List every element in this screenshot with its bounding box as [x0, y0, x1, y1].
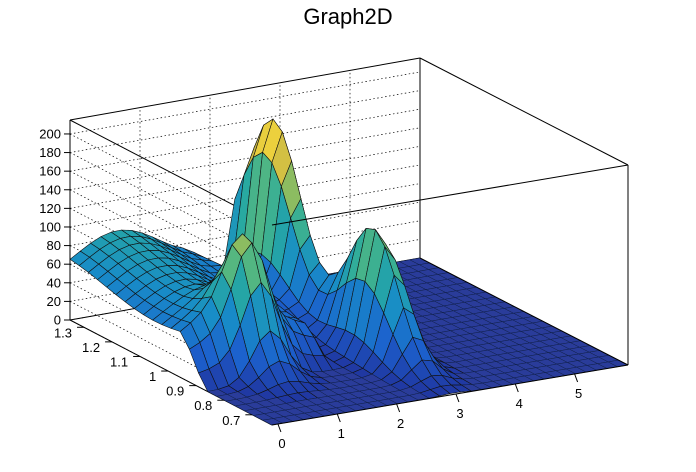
y-tick-label: 1 [149, 369, 156, 384]
z-tick-label: 20 [47, 294, 61, 309]
y-tick-label: 0.7 [222, 413, 240, 428]
axis-ticks: 0 20 40 60 80 100 120 140 160 180 200 0 1 2 3 4 5 0.7 0.8 0… [39, 126, 582, 451]
x-tick-label: 1 [338, 426, 345, 441]
z-tick-label: 200 [39, 126, 61, 141]
z-tick-label: 140 [39, 182, 61, 197]
x-tick-label: 0 [278, 436, 285, 451]
z-tick-label: 0 [54, 313, 61, 328]
y-tick-label: 1.1 [110, 354, 128, 369]
x-tick-label: 3 [456, 406, 463, 421]
x-tick-label: 5 [575, 386, 582, 401]
surface-mesh [69, 118, 629, 426]
z-tick-label: 40 [47, 275, 61, 290]
y-tick-label: 1.2 [82, 340, 100, 355]
z-tick-label: 180 [39, 145, 61, 160]
z-tick-label: 60 [47, 257, 61, 272]
z-tick-label: 160 [39, 164, 61, 179]
z-tick-label: 100 [39, 219, 61, 234]
y-tick-label: 0.9 [166, 384, 184, 399]
z-tick-label: 120 [39, 201, 61, 216]
z-tick-label: 80 [47, 238, 61, 253]
front-frame [271, 57, 629, 426]
x-tick-label: 2 [397, 416, 404, 431]
y-tick-label: 1.3 [54, 325, 72, 340]
chart-title: Graph2D [303, 4, 392, 29]
x-tick-label: 4 [516, 396, 523, 411]
y-tick-label: 0.8 [194, 398, 212, 413]
